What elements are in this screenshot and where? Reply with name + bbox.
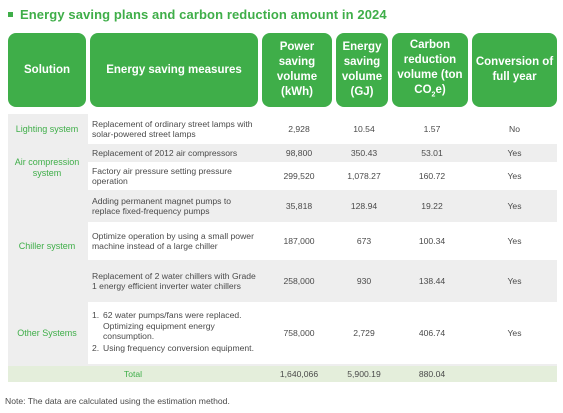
co2-cell: 19.22 (421, 200, 443, 211)
full-year-cell: No (509, 123, 520, 134)
row-bg-4 (88, 192, 557, 220)
row-bg-3 (88, 162, 557, 190)
total-gj: 5,900.19 (347, 368, 381, 379)
solution-air-compression: Air compression system (14, 157, 80, 178)
co2-cell: 406.74 (418, 327, 446, 338)
co2-cell: 138.44 (418, 275, 446, 286)
gj-cell: 350.43 (350, 147, 378, 158)
kwh-cell: 98,800 (285, 147, 313, 158)
row-bg-7 (88, 302, 557, 364)
header-solution: Solution (8, 33, 86, 107)
co2-cell: 53.01 (421, 147, 443, 158)
measure-cell: Replacement of ordinary street lamps wit… (92, 118, 253, 139)
total-co2: 880.04 (418, 368, 446, 379)
gj-cell: 1,078.27 (347, 170, 381, 181)
header-full-year: Conversion of full year (472, 33, 557, 107)
row-bg-6 (88, 262, 557, 300)
gj-cell: 10.54 (353, 123, 375, 134)
gj-cell: 930 (356, 275, 372, 286)
measure-cell: Replacement of 2012 air compressors (92, 147, 238, 158)
kwh-cell: 299,520 (283, 170, 315, 181)
header-measures: Energy saving measures (90, 33, 258, 107)
row-bg-1 (88, 114, 557, 144)
header-power-saving: Power saving volume (kWh) (262, 33, 332, 107)
full-year-cell: Yes (507, 200, 522, 211)
title-text: Energy saving plans and carbon reduction… (20, 6, 387, 22)
measure-list: 1. 62 water pumps/fans were replaced. Opt… (92, 310, 258, 356)
gj-cell: 673 (356, 235, 372, 246)
solution-chiller: Chiller system (18, 240, 76, 251)
solution-lighting: Lighting system (15, 123, 79, 134)
co2-cell: 160.72 (418, 170, 446, 181)
kwh-cell: 258,000 (283, 275, 315, 286)
full-year-cell: Yes (507, 235, 522, 246)
gj-cell: 2,729 (353, 327, 375, 338)
title-bullet-icon (8, 11, 13, 17)
co2-cell: 1.57 (423, 123, 441, 134)
footnote: Note: The data are calculated using the … (5, 396, 230, 406)
list-item: 1. 62 water pumps/fans were replaced. Opt… (92, 310, 242, 341)
measure-cell: Replacement of 2 water chillers with Gra… (92, 270, 256, 291)
full-year-cell: Yes (507, 170, 522, 181)
measure-cell: 1. 62 water pumps/fans were replaced. Opt… (90, 302, 258, 364)
measure-cell: Adding permanent magnet pumps to replace… (92, 195, 232, 216)
kwh-cell: 187,000 (283, 235, 315, 246)
measure-cell: Factory air pressure setting pressure op… (92, 165, 232, 186)
kwh-cell: 758,000 (283, 327, 315, 338)
kwh-cell: 2,928 (288, 123, 310, 134)
solution-other: Other Systems (17, 327, 77, 338)
row-bg-5 (88, 222, 557, 260)
total-row (8, 366, 557, 382)
header-carbon-reduction: Carbon reduction volume (ton CO2e) (392, 33, 468, 107)
list-item: 2. Using frequency conversion equipment. (92, 343, 254, 354)
row-bg-2 (88, 146, 557, 160)
full-year-cell: Yes (507, 147, 522, 158)
full-year-cell: Yes (507, 275, 522, 286)
section-title: Energy saving plans and carbon reduction… (8, 6, 387, 22)
header-energy-saving: Energy saving volume (GJ) (336, 33, 388, 107)
total-kwh: 1,640,066 (279, 368, 319, 379)
total-label: Total (123, 369, 143, 379)
full-year-cell: Yes (507, 327, 522, 338)
gj-cell: 128.94 (350, 200, 378, 211)
kwh-cell: 35,818 (285, 200, 313, 211)
co2-cell: 100.34 (418, 235, 446, 246)
measure-cell: Optimize operation by using a small powe… (92, 230, 254, 251)
